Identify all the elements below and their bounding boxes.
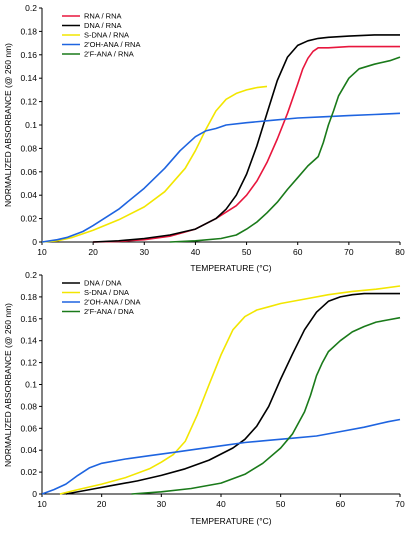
y-tick-label: 0.08 (20, 143, 37, 153)
x-tick-label: 40 (216, 499, 226, 509)
x-tick-label: 30 (140, 247, 150, 257)
legend-entry: 2'F-ANA / DNA (84, 307, 134, 316)
y-tick-label: 0.02 (20, 214, 37, 224)
legend-entry: RNA / RNA (84, 12, 122, 21)
y-tick-label: 0.16 (20, 50, 37, 60)
y-tick-label: 0.18 (20, 292, 37, 302)
y-tick-label: 0.12 (20, 358, 37, 368)
x-tick-label: 70 (344, 247, 354, 257)
legend-entry: 2'OH-ANA / RNA (84, 40, 140, 49)
y-tick-label: 0.18 (20, 26, 37, 36)
x-tick-label: 60 (293, 247, 303, 257)
x-tick-label: 80 (395, 247, 405, 257)
series-line-2-oh-ana-dna (41, 418, 401, 495)
chart-1: 0 0.02 0.04 0.06 0.08 0.1 0.12 0.14 0.16 0.18 0.2 1… (3, 3, 405, 273)
series-line-s-dna-dna (59, 285, 401, 495)
legend-entry: DNA / RNA (84, 21, 122, 30)
x-axis-label: TEMPERATURE (°C) (190, 263, 271, 273)
y-axis-label: NORMALIZED ABSORBANCE (@ 260 nm) (3, 303, 13, 467)
y-tick-label: 0 (32, 489, 37, 499)
x-tick-label: 50 (276, 499, 286, 509)
y-tick-label: 0.06 (20, 167, 37, 177)
series-line-s-dna-rna (41, 85, 268, 243)
y-tick-label: 0.1 (25, 380, 37, 390)
legend-entry: S-DNA / RNA (84, 31, 129, 40)
series-line-2-f-ana-dna (131, 316, 401, 495)
x-tick-label: 70 (395, 499, 405, 509)
x-tick-label: 20 (97, 499, 107, 509)
y-tick-label: 0.04 (20, 190, 37, 200)
x-tick-label: 50 (242, 247, 252, 257)
legend-entry: 2'OH-ANA / DNA (84, 298, 140, 307)
x-axis-label: TEMPERATURE (°C) (190, 516, 271, 526)
legend-entry: 2'F-ANA / RNA (84, 50, 134, 59)
x-tick-label: 60 (336, 499, 346, 509)
series-line-dna-rna (93, 34, 400, 243)
y-tick-label: 0.04 (20, 445, 37, 455)
y-tick-label: 0.1 (25, 120, 37, 130)
chart-2: 0 0.02 0.04 0.06 0.08 0.1 0.12 0.14 0.16 0.18 0.2 1… (3, 270, 405, 526)
series-line-2-oh-ana-rna (41, 112, 401, 243)
x-tick-label: 40 (191, 247, 201, 257)
legend-entry: DNA / DNA (84, 279, 122, 288)
series-line-rna-rna (93, 45, 400, 243)
y-tick-label: 0 (32, 237, 37, 247)
x-tick-label: 10 (37, 247, 47, 257)
x-tick-label: 10 (37, 499, 47, 509)
y-tick-label: 0.06 (20, 423, 37, 433)
series-line-2-f-ana-rna (169, 56, 401, 243)
legend-entry: S-DNA / DNA (84, 288, 129, 297)
y-tick-label: 0.14 (20, 336, 37, 346)
y-tick-label: 0.2 (25, 270, 37, 280)
y-tick-label: 0.08 (20, 401, 37, 411)
y-tick-label: 0.14 (20, 73, 37, 83)
y-tick-label: 0.02 (20, 467, 37, 477)
y-tick-label: 0.16 (20, 314, 37, 324)
x-tick-label: 20 (88, 247, 98, 257)
y-tick-label: 0.12 (20, 97, 37, 107)
y-axis-label: NORMALIZED ABSORBANCE (@ 260 nm) (3, 43, 13, 207)
series-line-dna-dna (65, 292, 400, 495)
y-tick-label: 0.2 (25, 3, 37, 13)
x-tick-label: 30 (157, 499, 167, 509)
